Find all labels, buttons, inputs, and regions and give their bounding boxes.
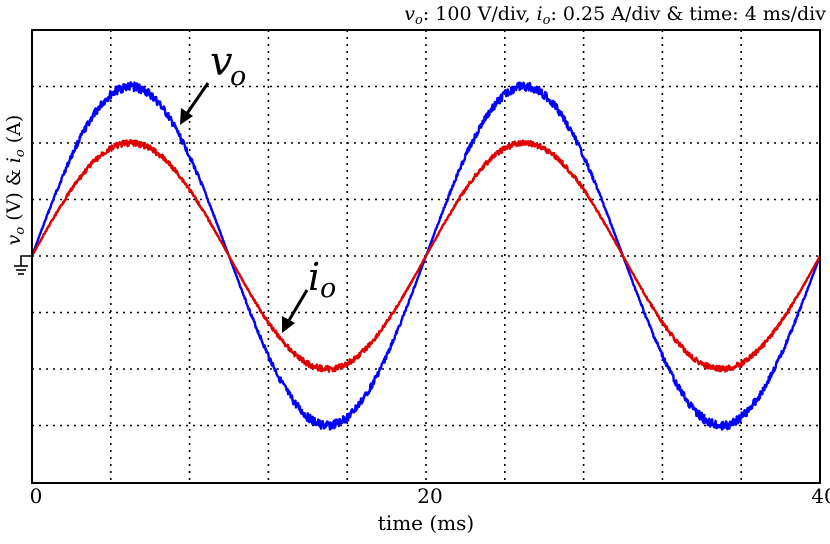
io-arrowhead-icon <box>282 316 295 333</box>
x-axis-label: time (ms) <box>378 511 474 535</box>
header-v-symbol: v <box>404 3 415 25</box>
x-tick-label: 40 <box>811 484 830 508</box>
traces <box>30 81 822 431</box>
ylabel-i-subscript: o <box>13 149 28 157</box>
vo-arrowhead-icon <box>180 108 193 125</box>
vo-annotation: v o <box>180 39 246 125</box>
io-annotation: i o <box>282 255 336 333</box>
header-i-subscript: o <box>543 13 551 28</box>
x-tick-label: 20 <box>417 484 442 508</box>
y-axis-label: vo (V) & io (A) <box>3 115 28 246</box>
vo-label-symbol: v <box>210 39 233 85</box>
trace-io <box>30 138 822 373</box>
header-i-time-scale: : 0.25 A/div & time: 4 ms/div <box>550 3 826 25</box>
io-label-subscript: o <box>320 273 336 304</box>
x-tick-labels: 0 20 40 <box>30 484 830 508</box>
ylabel-mid: (V) & <box>3 163 25 227</box>
ground-icon <box>14 255 32 275</box>
header-v-subscript: o <box>415 13 423 28</box>
io-label-symbol: i <box>308 255 320 299</box>
ylabel-v-subscript: o <box>13 227 28 235</box>
header-i-symbol: i <box>537 3 543 25</box>
vo-label-subscript: o <box>230 61 246 92</box>
header-v-scale: : 100 V/div, <box>423 3 537 25</box>
ylabel-i-symbol: i <box>3 157 25 163</box>
ylabel-end: (A) <box>3 115 25 150</box>
x-tick-label: 0 <box>30 484 43 508</box>
scale-header: vo: 100 V/div, io: 0.25 A/div & time: 4 … <box>404 3 826 28</box>
ylabel-v-symbol: v <box>3 234 25 245</box>
